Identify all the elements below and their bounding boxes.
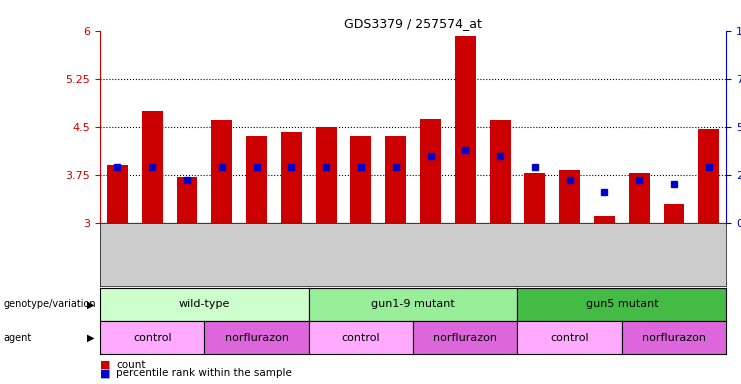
Bar: [698, 129, 720, 223]
Text: ▶: ▶: [87, 333, 94, 343]
Text: wild-type: wild-type: [179, 299, 230, 310]
Text: control: control: [133, 333, 171, 343]
Bar: [316, 127, 336, 223]
Bar: [420, 119, 441, 223]
Bar: [246, 136, 267, 223]
Text: genotype/variation: genotype/variation: [4, 299, 96, 310]
Text: ■: ■: [100, 368, 110, 378]
Text: agent: agent: [4, 333, 32, 343]
Bar: [385, 136, 406, 223]
Bar: [525, 173, 545, 223]
Text: percentile rank within the sample: percentile rank within the sample: [116, 368, 292, 378]
Text: gun1-9 mutant: gun1-9 mutant: [371, 299, 455, 310]
Bar: [350, 136, 371, 223]
Bar: [176, 177, 197, 223]
Text: control: control: [551, 333, 589, 343]
Bar: [455, 36, 476, 223]
Text: ▶: ▶: [87, 299, 94, 310]
Bar: [663, 204, 685, 223]
Text: norflurazon: norflurazon: [433, 333, 497, 343]
Bar: [594, 216, 615, 223]
Title: GDS3379 / 257574_at: GDS3379 / 257574_at: [344, 17, 482, 30]
Text: ■: ■: [100, 360, 110, 370]
Bar: [281, 132, 302, 223]
Bar: [107, 165, 128, 223]
Text: norflurazon: norflurazon: [642, 333, 706, 343]
Bar: [211, 120, 232, 223]
Bar: [490, 120, 511, 223]
Text: gun5 mutant: gun5 mutant: [585, 299, 658, 310]
Bar: [559, 170, 580, 223]
Text: norflurazon: norflurazon: [225, 333, 288, 343]
Bar: [629, 173, 650, 223]
Text: control: control: [342, 333, 380, 343]
Text: count: count: [116, 360, 146, 370]
Bar: [142, 111, 163, 223]
